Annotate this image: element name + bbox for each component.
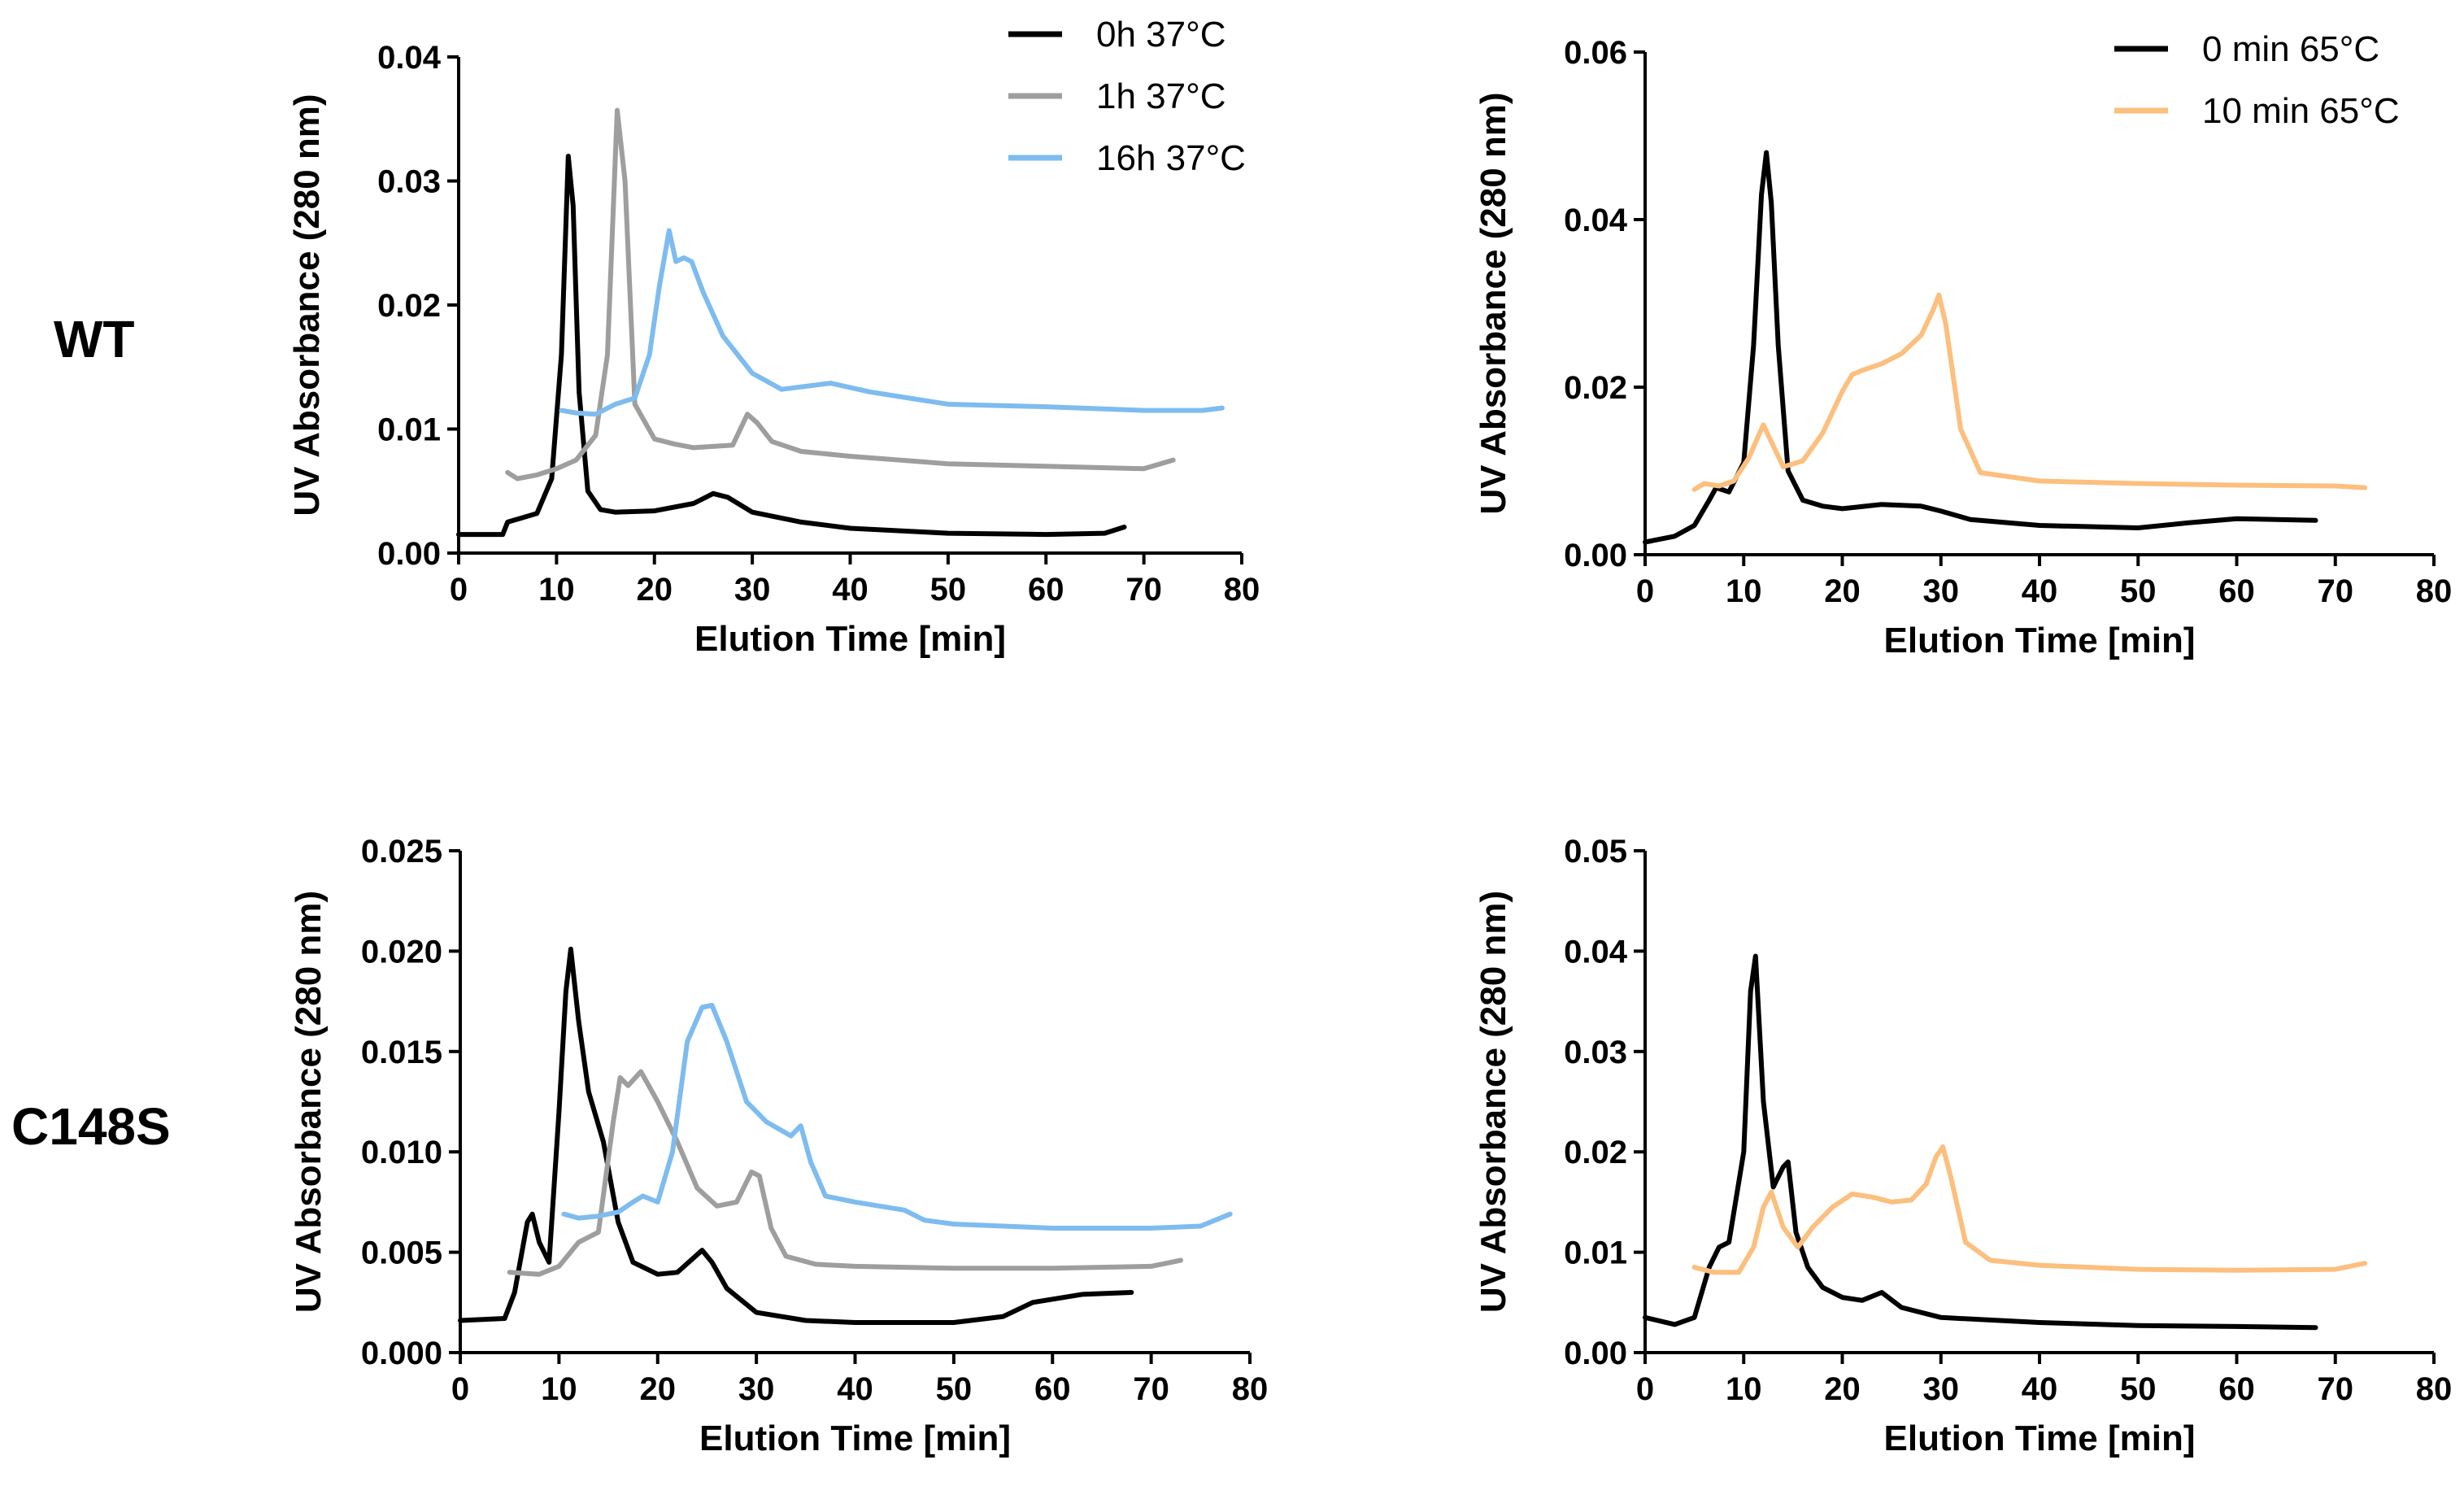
x-tick-label: 50 (2120, 573, 2157, 609)
x-tick-label: 80 (1232, 1371, 1269, 1407)
y-tick-label: 0.04 (1564, 934, 1628, 970)
x-tick-label: 80 (2416, 573, 2453, 609)
series-line-1 (1643, 953, 2318, 1331)
x-tick-label: 40 (837, 1371, 873, 1407)
y-tick-label: 0.03 (1564, 1035, 1627, 1070)
x-tick-label: 0 (451, 1371, 469, 1407)
x-tick-label: 20 (1824, 573, 1861, 609)
chart-c148s-37c: 0 10 20 30 40 50 60 70 80 0.000 0.005 0.010 0.015 0.0… (289, 834, 1268, 1458)
x-tick-label: 40 (2022, 573, 2058, 609)
x-tick-label: 10 (541, 1371, 577, 1407)
x-tick-label: 80 (2416, 1371, 2453, 1407)
y-tick-label: 0.04 (377, 40, 442, 76)
x-tick-label: 80 (1224, 572, 1260, 608)
y-tick-label: 0.005 (361, 1235, 442, 1271)
legend-label: 16h 37°C (1096, 138, 1246, 178)
y-axis-title: UV Absorbance (280 nm) (287, 94, 327, 516)
y-tick-label: 0.02 (1564, 370, 1627, 406)
y-tick-label: 0.02 (377, 288, 441, 324)
x-tick-label: 10 (1726, 1371, 1762, 1407)
series-line-2 (505, 107, 1176, 482)
y-tick-label: 0.04 (1564, 203, 1628, 238)
x-tick-label: 70 (1125, 572, 1162, 608)
y-tick-label: 0.02 (1564, 1135, 1627, 1170)
x-tick-label: 60 (1028, 572, 1064, 608)
y-tick-label: 0.01 (377, 412, 441, 448)
x-tick-label: 70 (2318, 1371, 2354, 1407)
x-axis-title: Elution Time [min] (694, 619, 1006, 659)
x-tick-label: 30 (734, 572, 771, 608)
y-tick-label: 0.00 (1564, 1336, 1627, 1371)
series-line-3 (561, 1003, 1233, 1231)
x-tick-label: 70 (1133, 1371, 1169, 1407)
y-tick-label: 0.06 (1564, 35, 1627, 71)
x-tick-label: 20 (640, 1371, 677, 1407)
row-label-c148s: C148S (11, 1097, 171, 1156)
legend-label: 10 min 65°C (2202, 91, 2400, 131)
y-tick-label: 0.05 (1564, 834, 1627, 869)
y-axis-title: UV Absorbance (280 nm) (289, 891, 329, 1313)
y-tick-label: 0.03 (377, 164, 441, 200)
x-tick-label: 50 (936, 1371, 973, 1407)
x-axis-title: Elution Time [min] (1884, 621, 2196, 660)
series-line-3 (559, 228, 1225, 417)
y-tick-label: 0.000 (361, 1336, 442, 1371)
x-tick-label: 50 (930, 572, 967, 608)
series-line-1 (456, 154, 1127, 538)
x-tick-label: 0 (1636, 1371, 1654, 1407)
y-axis-title: UV Absorbance (280 nm) (1474, 92, 1513, 514)
y-tick-label: 0.00 (1564, 538, 1627, 573)
x-tick-label: 60 (2218, 1371, 2255, 1407)
chart-wt-65c: 0 10 20 30 40 50 60 70 80 0.00 0.02 0.04 0.06 Elution… (1474, 29, 2452, 660)
y-axis-title: UV Absorbance (280 nm) (1474, 891, 1513, 1313)
series-line-2 (1691, 1144, 2368, 1275)
x-tick-label: 30 (1923, 573, 1960, 609)
legend-label: 0 min 65°C (2202, 29, 2379, 69)
x-tick-label: 60 (2218, 573, 2255, 609)
row-label-wt: WT (54, 310, 135, 368)
x-tick-label: 20 (1824, 1371, 1861, 1407)
x-tick-label: 30 (738, 1371, 775, 1407)
x-tick-label: 50 (2120, 1371, 2157, 1407)
x-tick-label: 10 (1726, 573, 1762, 609)
x-tick-label: 10 (538, 572, 575, 608)
x-axis-title: Elution Time [min] (1884, 1418, 2196, 1458)
y-tick-label: 0.020 (361, 934, 442, 970)
series-line-1 (458, 946, 1134, 1325)
y-tick-label: 0.00 (377, 536, 441, 572)
x-tick-label: 40 (832, 572, 868, 608)
x-tick-label: 20 (637, 572, 673, 608)
y-tick-label: 0.015 (361, 1035, 442, 1070)
y-tick-label: 0.01 (1564, 1235, 1627, 1271)
x-tick-label: 0 (450, 572, 468, 608)
x-tick-label: 0 (1636, 573, 1654, 609)
chart-wt-37c: 0 10 20 30 40 50 60 70 80 0.00 0.01 0.02 0.03 0.04 Elu… (287, 15, 1260, 659)
x-tick-label: 30 (1923, 1371, 1960, 1407)
x-axis-title: Elution Time [min] (699, 1418, 1011, 1458)
x-tick-label: 60 (1034, 1371, 1071, 1407)
y-tick-label: 0.025 (361, 834, 442, 869)
x-tick-label: 40 (2022, 1371, 2058, 1407)
series-line-2 (507, 1069, 1183, 1277)
legend-label: 1h 37°C (1096, 76, 1225, 116)
chart-c148s-65c: 0 10 20 30 40 50 60 70 80 0.00 0.01 0.02 0.03 0.04 0.0… (1474, 834, 2452, 1458)
legend-label: 0h 37°C (1096, 15, 1225, 54)
y-tick-label: 0.010 (361, 1135, 442, 1170)
series-line-2 (1691, 292, 2368, 492)
x-tick-label: 70 (2318, 573, 2354, 609)
